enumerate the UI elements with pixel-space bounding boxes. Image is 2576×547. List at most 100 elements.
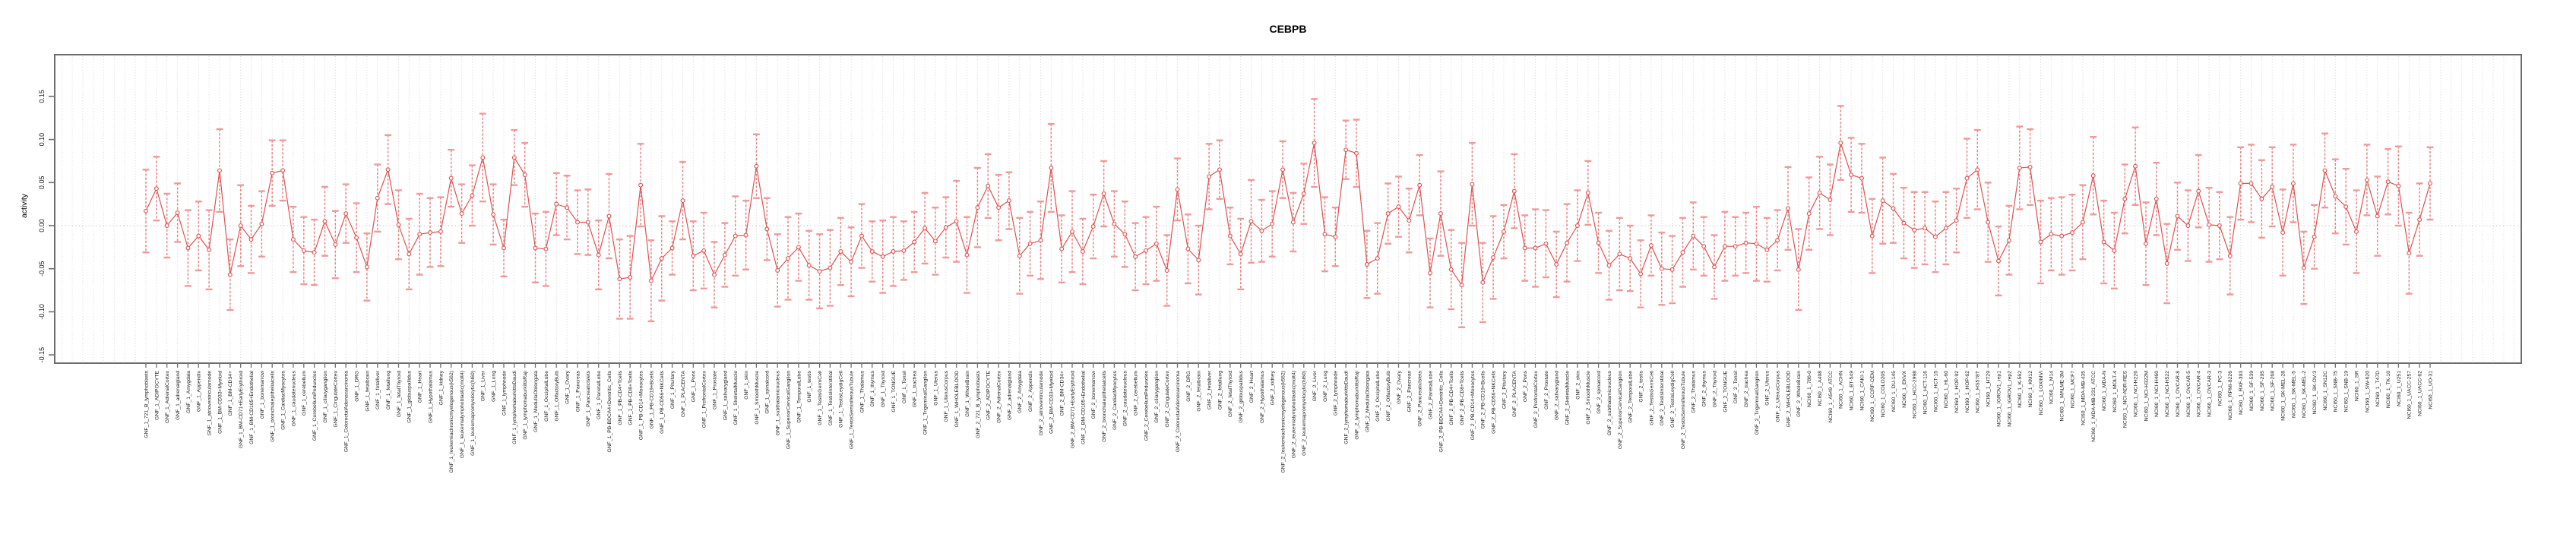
x-category-label: NCI60_1_SNB-19 (2344, 371, 2350, 413)
x-category-label: GNF_2_WholeBrain (1796, 371, 1802, 417)
data-point-marker (2207, 222, 2212, 227)
x-category-label: GNF_2_CerebellumPeduncles (1144, 370, 1149, 441)
data-point-marker (1438, 211, 1443, 217)
x-category-label: GNF_1_BM-CD34+ (228, 371, 233, 416)
x-category-label: GNF_1_BM-CD33+Myeloid (217, 371, 223, 434)
data-point-marker (922, 226, 928, 231)
x-category-label: GNF_1_DRG (355, 371, 360, 402)
data-point-marker (1638, 271, 1644, 277)
data-point-marker (712, 272, 717, 277)
data-point-marker (554, 201, 559, 207)
x-category-label: NCI60_1_A498 (1818, 371, 1823, 406)
x-category-label: GNF_2_Prostate (1544, 371, 1549, 409)
x-category-label: GNF_1_TrigeminalGanglion (923, 371, 929, 435)
x-category-label: GNF_1_721_B_lymphoblasts (144, 370, 149, 438)
data-point-marker (301, 248, 306, 253)
x-category-label: GNF_2_Heart (1249, 371, 1255, 403)
x-category-label: GNF_2_thymus (1702, 370, 1707, 406)
data-point-marker (1733, 244, 1738, 249)
data-point-marker (1070, 229, 1074, 234)
x-gridlines (61, 56, 2515, 362)
x-category-label: GNF_1_Pituitary (670, 370, 676, 409)
x-category-label: GNF_2_BM-CD105+Endothelial (1081, 371, 1086, 444)
x-category-label: GNF_2_Pons (1523, 370, 1528, 402)
x-category-label: GNF_2_TrigeminalGanglion (1755, 371, 1760, 435)
x-category-label: GNF_2_Pancreas (1407, 370, 1413, 412)
x-category-label: GNF_2_Hypothalamus (1260, 370, 1265, 423)
x-category-label: GNF_2_lymphnode (1334, 371, 1339, 416)
x-category-label: GNF_1_Pancreas (575, 370, 581, 412)
data-point-marker (775, 268, 780, 273)
x-category-label: GNF_1_lymphomaburkittsDaudi (512, 371, 517, 444)
data-point-marker (312, 250, 317, 255)
data-point-marker (1407, 218, 1412, 223)
x-category-label: NCI60_1_OVCAR-4 (2197, 371, 2202, 417)
x-category-label: GNF_2_PB-CD56+NKCells (1492, 370, 1497, 434)
data-point-marker (1722, 244, 1727, 249)
data-point-marker (1912, 227, 1917, 232)
y-tick-label: 0.15 (38, 90, 46, 103)
x-category-label: NCI60_1_NCI-ADR-RES (2123, 371, 2128, 428)
x-category-label: GNF_1_Thyroid (881, 371, 886, 408)
data-point-marker (754, 163, 759, 169)
x-category-label: NCI60_1_T47D (2375, 371, 2381, 406)
x-category-label: NCI60_1_COLO205 (1881, 371, 1886, 417)
x-category-label: NCI60_1_CAKI-1 (1859, 371, 1865, 411)
data-point-marker (1828, 198, 1833, 202)
x-category-label: NCI60_1_SF-268 (2271, 371, 2276, 411)
data-point-marker (248, 237, 254, 242)
x-category-label: GNF_1_PB-BDCA4+Dentritic_Cells (607, 370, 612, 452)
data-point-marker (144, 208, 148, 213)
x-category-label: NCI60_1_MCF7 (2070, 371, 2075, 408)
x-category-label: NCI60_1_MDA-MB-231_ATCC (2091, 371, 2097, 442)
data-point-marker (1554, 262, 1559, 267)
y-tick-label: -0.10 (38, 304, 46, 320)
x-category-label: GNF_1_ParietalLobe (597, 371, 602, 419)
data-point-marker (1849, 172, 1854, 178)
data-point-marker (448, 175, 454, 181)
data-point-marker (407, 251, 412, 257)
data-point-marker (2154, 196, 2159, 201)
data-point-marker (1502, 229, 1506, 234)
x-category-label: GNF_2_kidney (1271, 370, 1276, 405)
x-category-label: GNF_2_fetalbrain (1197, 371, 1202, 412)
x-category-label: NCI60_1_UO-31 (2428, 371, 2433, 409)
x-category-label: GNF_2_globuspallidus (1239, 370, 1244, 422)
data-point-marker (2375, 213, 2380, 219)
x-category-label: NCI60_1_MDA-N (2102, 371, 2107, 411)
x-category-label: GNF_1_cerebellum (302, 371, 307, 416)
data-point-marker (964, 252, 970, 258)
x-category-label: GNF_1_CardiacMyocytes (281, 370, 286, 429)
data-point-marker (786, 256, 790, 261)
data-point-marker (943, 225, 948, 230)
data-point-marker (543, 246, 549, 251)
data-point-marker (196, 233, 201, 239)
x-category-label: GNF_1_TestisInterstitial (828, 371, 834, 426)
data-point-marker (1796, 267, 1801, 272)
x-category-label: GNF_2_TestisInterstitial (1660, 371, 1665, 426)
x-category-label: NCI60_1_M14 (2049, 371, 2055, 404)
data-point-marker (2017, 166, 2022, 170)
x-category-label: NCI60_1_ACHN (1839, 371, 1844, 409)
x-category-label: GNF_1_Amygdala (186, 371, 191, 413)
data-point-marker (1533, 245, 1538, 251)
y-axis-title: activity (20, 193, 29, 219)
x-category-label: GNF_2_SmoothMuscle (1586, 371, 1591, 425)
data-point-marker (1954, 218, 1959, 223)
x-category-label: GNF_2_OlfactoryBulb (1386, 371, 1391, 422)
data-point-marker (1259, 228, 1264, 233)
data-point-marker (1396, 204, 1401, 210)
x-category-label: GNF_2_SkeletalMuscle (1565, 371, 1571, 425)
x-category-label: GNF_1_Ovary (565, 370, 571, 403)
x-category-label: NCI60_1_OVCAR-8 (2176, 371, 2181, 417)
x-category-label: NCI60_1_TK-10 (2386, 371, 2391, 408)
error-bars (142, 98, 2434, 328)
x-category-label: GNF_1_TestisGermCell (818, 371, 823, 425)
data-point-marker (1196, 258, 1201, 263)
data-point-marker (2354, 229, 2359, 234)
data-point-marker (438, 229, 443, 234)
data-point-marker (2290, 181, 2296, 186)
data-point-marker (638, 182, 644, 188)
data-point-marker (354, 235, 359, 240)
x-category-label: GNF_1_PancreaticIslets (586, 370, 591, 426)
